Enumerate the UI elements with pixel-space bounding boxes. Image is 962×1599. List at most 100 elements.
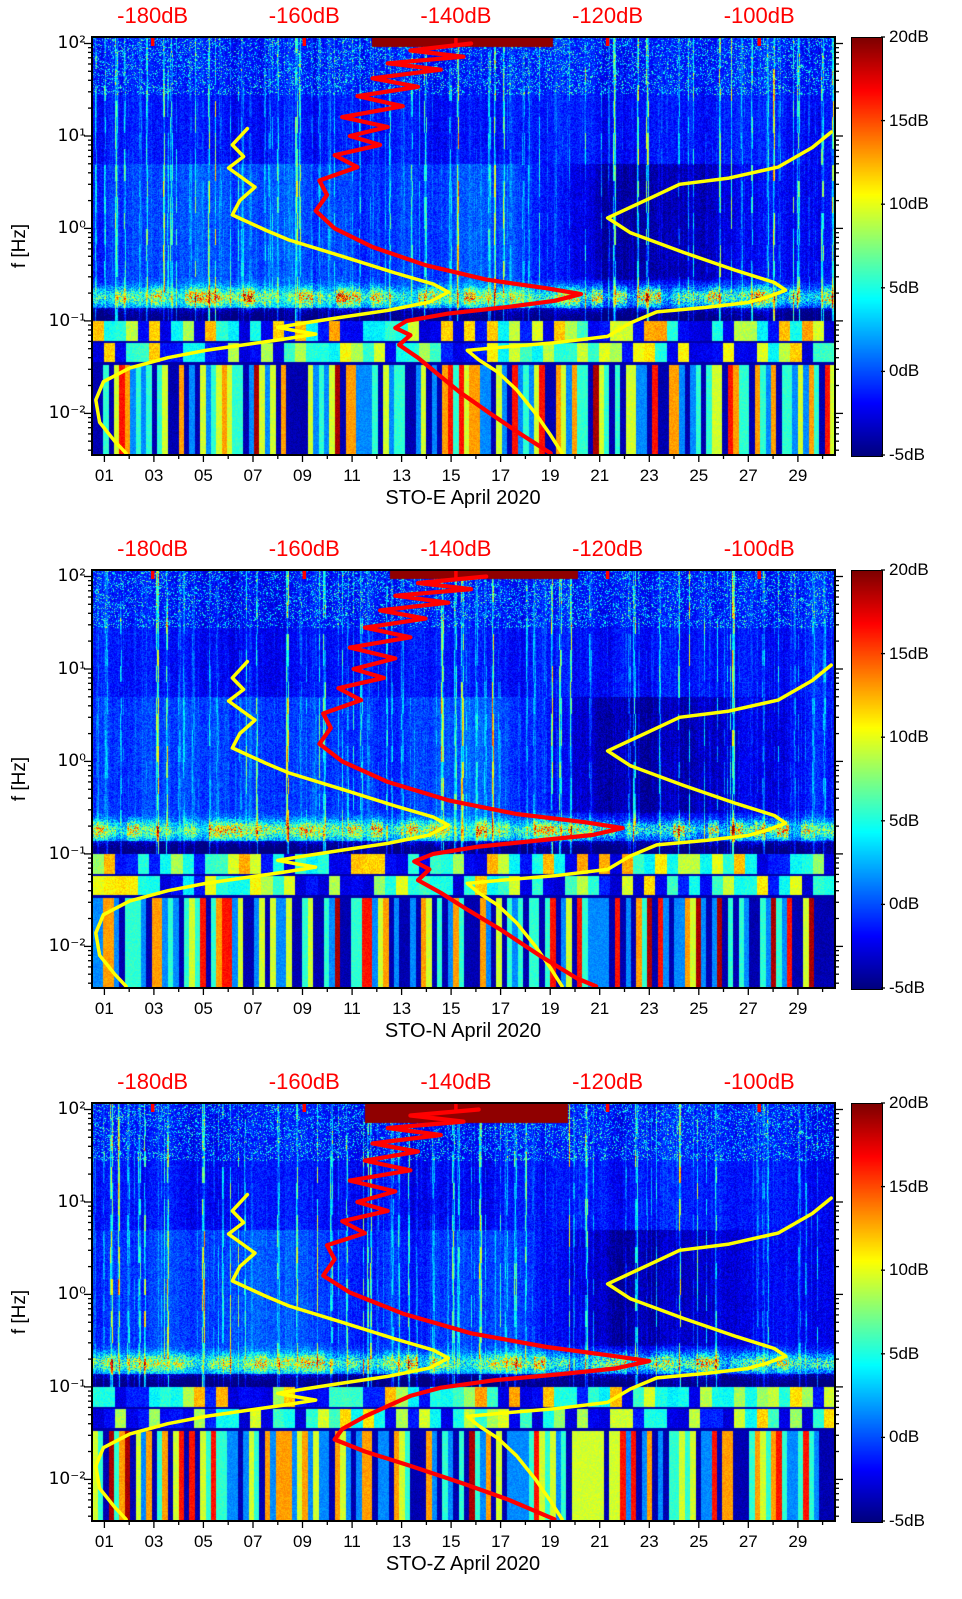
x-tick-label: 03 [144,466,164,485]
x-tick-label: 19 [540,466,560,485]
x-tick-label: 21 [590,466,610,485]
top-db-label: -180dB [117,536,189,561]
colorbar-tick-label: 5dB [889,277,920,297]
x-tick-label: 23 [639,466,659,485]
colorbar-tick-label: 15dB [889,643,929,663]
top-db-label: -100dB [723,3,795,28]
x-tick-label: 25 [689,999,709,1018]
colorbar-tick-label: 15dB [889,1176,929,1196]
top-db-label: -160dB [268,1069,340,1094]
colorbar-tick-label: 5dB [889,1343,920,1363]
y-tick-label: 10¹ [57,658,86,679]
x-tick-label: 03 [144,999,164,1018]
colorbar-tick-label: 10dB [889,727,929,747]
x-tick-label: 13 [392,999,412,1018]
colorbar [851,1103,883,1523]
x-tick-label: 07 [243,1532,263,1551]
x-tick-label: 29 [788,1532,808,1551]
x-tick-label: 21 [590,999,610,1018]
colorbar-tick-label: -5dB [889,445,925,464]
x-tick-label: 25 [689,1532,709,1551]
x-tick-label: 07 [243,999,263,1018]
y-axis-label: f [Hz] [9,1289,30,1335]
x-tick-label: 17 [491,466,511,485]
spectrogram-panel-n: f [Hz] STO-N April 2020 -180dB -160dB -140… [0,533,962,1066]
x-tick-label: 03 [144,1532,164,1551]
top-db-label: -140dB [420,536,492,561]
top-db-label: -180dB [117,3,189,28]
top-db-label: -120dB [572,1069,644,1094]
x-tick-label: 23 [639,1532,659,1551]
x-tick-label: 29 [788,999,808,1018]
spectrogram-panel-e: f [Hz] STO-E April 2020 -180dB -160dB -140… [0,0,962,533]
top-db-label: -160dB [268,3,340,28]
x-tick-label: 27 [738,466,758,485]
y-tick-label: 10¹ [57,125,86,146]
x-tick-label: 09 [293,466,312,485]
colorbar-tick-label: 10dB [889,194,929,214]
y-tick-label: 10⁻¹ [48,310,86,331]
y-tick-label: 10⁰ [57,218,86,239]
x-tick-label: 11 [343,466,361,485]
top-db-label: -100dB [723,536,795,561]
colorbar [851,37,883,457]
panel-title: STO-Z April 2020 [385,1553,541,1575]
top-db-label: -140dB [420,3,492,28]
y-tick-label: 10⁰ [57,1284,86,1305]
y-tick-label: 10⁰ [57,751,86,772]
x-tick-label: 01 [94,999,114,1018]
x-tick-label: 05 [193,1532,213,1551]
top-db-label: -160dB [268,536,340,561]
top-db-label: -180dB [117,1069,189,1094]
x-tick-label: 17 [491,1532,511,1551]
x-tick-label: 05 [193,999,213,1018]
y-tick-label: 10² [57,33,86,54]
x-tick-label: 07 [243,466,263,485]
top-db-label: -120dB [572,3,644,28]
x-tick-label: 09 [293,999,312,1018]
x-tick-label: 01 [94,466,114,485]
x-tick-label: 17 [491,999,511,1018]
x-tick-label: 29 [788,466,808,485]
x-tick-label: 13 [392,466,412,485]
spectrogram-canvas [92,1103,835,1521]
colorbar-tick-label: 0dB [889,1427,920,1447]
panel-title: STO-E April 2020 [385,487,541,509]
x-tick-label: 21 [590,1532,610,1551]
x-tick-label: 09 [293,1532,312,1551]
spectrogram-canvas [92,37,835,455]
x-tick-label: 15 [441,1532,461,1551]
x-tick-label: 11 [343,999,361,1018]
y-axis-label: f [Hz] [9,756,30,802]
colorbar-tick-label: 0dB [889,894,920,914]
x-tick-label: 05 [193,466,213,485]
colorbar-tick-label: 5dB [889,810,920,830]
colorbar [851,570,883,990]
y-tick-label: 10⁻² [48,1469,86,1490]
colorbar-tick-label: 20dB [889,27,929,46]
y-tick-label: 10² [57,566,86,587]
x-tick-label: 15 [441,466,461,485]
y-tick-label: 10² [57,1099,86,1120]
colorbar-tick-label: 20dB [889,560,929,579]
x-tick-label: 27 [738,999,758,1018]
x-tick-label: 25 [689,466,709,485]
x-tick-label: 19 [540,1532,560,1551]
x-tick-label: 13 [392,1532,412,1551]
top-db-label: -120dB [572,536,644,561]
colorbar-tick-label: -5dB [889,1511,925,1530]
x-tick-label: 15 [441,999,461,1018]
colorbar-tick-label: 10dB [889,1260,929,1280]
x-tick-label: 01 [94,1532,114,1551]
colorbar-tick-label: 20dB [889,1093,929,1112]
y-tick-label: 10⁻² [48,936,86,957]
panel-title: STO-N April 2020 [384,1020,542,1042]
colorbar-tick-label: 15dB [889,110,929,130]
x-tick-label: 19 [540,999,560,1018]
x-tick-label: 11 [343,1532,361,1551]
y-tick-label: 10⁻¹ [48,843,86,864]
top-db-label: -100dB [723,1069,795,1094]
y-tick-label: 10⁻¹ [48,1376,86,1397]
y-axis-label: f [Hz] [9,223,30,269]
